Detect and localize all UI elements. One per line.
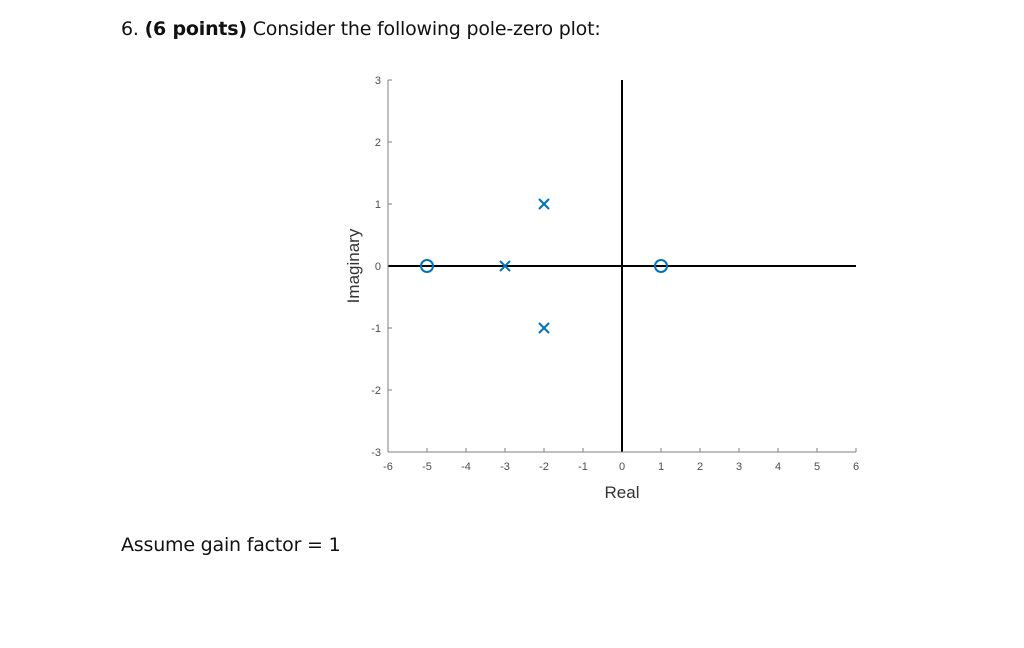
axis-ticks: -6 -5 -4 -3 -2 -1 0 1 2 3 4 5 6 -3 -2 -1 0 1 2 3 <box>371 75 859 473</box>
y-tick-label: 3 <box>375 75 381 87</box>
question-points: (6 points) <box>144 18 247 40</box>
x-tick-label: -2 <box>539 461 549 473</box>
gain-note: Assume gain factor = 1 <box>121 534 341 556</box>
x-tick-label: -3 <box>500 461 510 473</box>
question-prompt: Consider the following pole-zero plot: <box>252 18 601 40</box>
x-tick-label: 1 <box>658 461 664 473</box>
y-tick-label: -1 <box>371 323 381 335</box>
pole-zero-markers <box>420 198 668 334</box>
zero-marker-o-icon <box>654 259 668 273</box>
pole-marker-x-icon <box>499 260 511 272</box>
axes <box>387 80 856 453</box>
x-tick-label: 5 <box>814 461 820 473</box>
pole-marker-x-icon <box>538 198 550 210</box>
x-tick-label: -4 <box>461 461 471 473</box>
x-tick-label: 4 <box>775 461 781 473</box>
y-tick-label: -3 <box>371 447 381 459</box>
x-tick-label: 0 <box>619 461 625 473</box>
x-tick-label: -1 <box>578 461 588 473</box>
y-axis-label: Imaginary <box>344 228 363 303</box>
y-tick-label: 0 <box>375 261 381 273</box>
y-tick-label: 1 <box>375 199 381 211</box>
question-heading: 6. (6 points) Consider the following pol… <box>121 18 601 40</box>
x-axis-label: Real <box>605 483 640 502</box>
zero-marker-o-icon <box>420 259 434 273</box>
x-tick-label: -6 <box>383 461 393 473</box>
pole-marker-x-icon <box>538 322 550 334</box>
x-tick-label: -5 <box>422 461 432 473</box>
question-number: 6. <box>121 18 139 40</box>
x-tick-label: 2 <box>697 461 703 473</box>
reference-lines <box>388 80 856 452</box>
x-tick-label: 3 <box>736 461 742 473</box>
y-tick-label: 2 <box>375 137 381 149</box>
x-tick-label: 6 <box>853 461 859 473</box>
y-tick-label: -2 <box>371 385 381 397</box>
